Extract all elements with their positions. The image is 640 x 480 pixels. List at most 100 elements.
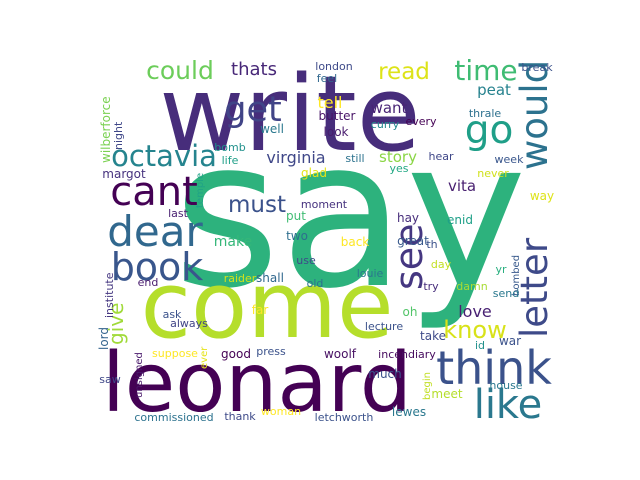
cloud-word-temple: temple	[195, 173, 206, 208]
cloud-word-lecture: lecture	[365, 320, 403, 333]
cloud-word-octavia: octavia	[111, 139, 217, 173]
cloud-word-get: get	[224, 90, 281, 130]
cloud-word-read: read	[378, 59, 430, 85]
cloud-word-write: write	[159, 53, 420, 175]
cloud-word-ever: ever	[199, 346, 210, 369]
cloud-word-vita: vita	[448, 177, 476, 195]
cloud-word-feel: feel	[317, 72, 337, 85]
cloud-word-id: id	[475, 339, 485, 352]
cloud-word-thank: thank	[224, 410, 256, 423]
cloud-word-well: well	[260, 122, 284, 136]
cloud-word-margot: margot	[102, 167, 146, 181]
cloud-word-enid: enid	[447, 213, 473, 227]
cloud-word-lord: lord	[97, 327, 111, 350]
cloud-word-hear: hear	[428, 150, 453, 163]
cloud-word-bombed: bombed	[511, 255, 522, 296]
cloud-word-still: still	[345, 152, 364, 165]
cloud-word-see: see	[387, 223, 431, 290]
cloud-word-lewes: lewes	[392, 405, 426, 419]
cloud-word-like: like	[474, 382, 543, 428]
cloud-word-always: always	[170, 317, 208, 330]
cloud-word-begin: begin	[422, 372, 433, 400]
cloud-word-go: go	[465, 108, 514, 153]
cloud-word-could: could	[146, 56, 214, 85]
cloud-word-tell: tell	[317, 93, 342, 112]
cloud-word-way: way	[530, 189, 554, 203]
cloud-word-bomb: bomb	[214, 141, 245, 154]
cloud-word-old: old	[307, 277, 324, 290]
cloud-word-say: say	[173, 96, 527, 334]
cloud-word-ask: ask	[163, 308, 182, 321]
cloud-word-curry: curry	[371, 118, 400, 131]
cloud-word-thats: thats	[231, 59, 277, 80]
cloud-word-much: much	[368, 367, 402, 381]
cloud-word-day: day	[431, 258, 452, 271]
cloud-word-never: never	[477, 167, 509, 180]
cloud-word-look: look	[324, 125, 349, 139]
cloud-word-press: press	[256, 345, 286, 358]
cloud-word-last: last	[168, 207, 189, 220]
cloud-word-love: love	[458, 302, 492, 321]
cloud-word-letter: letter	[513, 237, 556, 338]
cloud-word-woman: woman	[261, 405, 301, 418]
cloud-word-life: life	[222, 154, 239, 167]
cloud-word-two: two	[286, 229, 308, 243]
cloud-word-butter: butter	[319, 109, 356, 123]
cloud-word-war: war	[499, 334, 521, 348]
cloud-word-know: know	[443, 316, 506, 344]
cloud-word-back: back	[341, 235, 370, 249]
cloud-word-hay: hay	[397, 211, 419, 225]
cloud-word-night: night	[112, 121, 125, 150]
cloud-word-try: try	[423, 280, 439, 293]
cloud-word-story: story	[379, 148, 417, 166]
cloud-word-time: time	[454, 54, 517, 87]
cloud-word-put: put	[286, 209, 306, 223]
cloud-word-raider: raider	[224, 272, 257, 285]
cloud-word-woolf: woolf	[324, 347, 357, 361]
cloud-word-break: break	[521, 61, 553, 74]
cloud-word-want: want	[371, 99, 408, 117]
cloud-word-commissioned: commissioned	[134, 411, 213, 424]
cloud-word-saw: saw	[99, 373, 120, 386]
cloud-word-letchworth: letchworth	[315, 411, 374, 424]
cloud-word-wilberforce: wilberforce	[99, 96, 113, 163]
cloud-word-great: great	[397, 234, 429, 248]
cloud-word-use: use	[296, 254, 316, 267]
cloud-word-yr: yr	[495, 263, 507, 276]
cloud-word-oh: oh	[403, 305, 418, 319]
cloud-word-come: come	[140, 252, 393, 359]
cloud-word-damn: damn	[456, 280, 487, 293]
cloud-word-far: far	[252, 303, 269, 317]
cloud-word-th: th	[426, 238, 437, 251]
cloud-word-give: give	[104, 303, 128, 345]
cloud-word-meet: meet	[431, 387, 462, 401]
cloud-word-take: take	[420, 329, 446, 343]
cloud-word-end: end	[138, 276, 159, 289]
cloud-word-virginia: virginia	[266, 148, 325, 167]
cloud-word-would: would	[513, 60, 556, 170]
cloud-word-louie: louie	[357, 267, 384, 280]
cloud-word-send: send	[493, 287, 519, 300]
cloud-word-shall: shall	[256, 271, 284, 285]
cloud-word-moment: moment	[301, 198, 348, 211]
cloud-word-make: make	[214, 234, 252, 250]
cloud-word-london: london	[315, 60, 352, 73]
cloud-word-every: every	[405, 115, 437, 128]
cloud-word-week: week	[495, 153, 525, 166]
cloud-word-book: book	[111, 245, 204, 289]
cloud-word-peat: peat	[477, 81, 511, 99]
cloud-word-institute: institute	[103, 272, 116, 318]
cloud-word-thrale: thrale	[469, 107, 502, 120]
cloud-word-good: good	[221, 347, 251, 361]
cloud-word-incendiary: incendiary	[378, 348, 436, 361]
cloud-word-must: must	[228, 192, 286, 218]
cloud-word-leonard: leonard	[102, 336, 412, 431]
cloud-word-house: house	[489, 379, 522, 392]
cloud-word-dear: dear	[107, 207, 203, 256]
cloud-word-think: think	[436, 341, 552, 395]
cloud-word-cant: cant	[110, 169, 198, 215]
cloud-word-suppose: suppose	[152, 347, 198, 360]
cloud-word-glad: glad	[301, 166, 327, 180]
cloud-word-yes: yes	[389, 162, 408, 175]
